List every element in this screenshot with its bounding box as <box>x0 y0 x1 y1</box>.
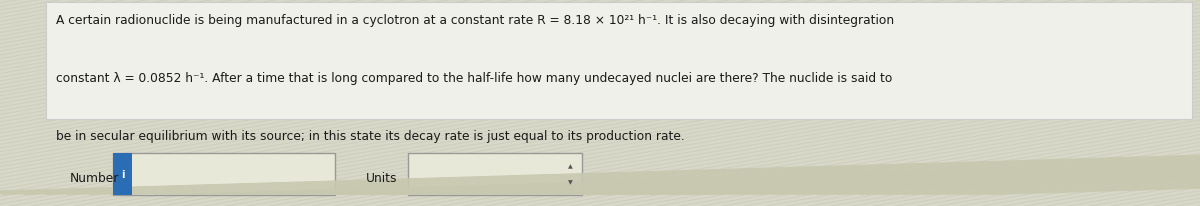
FancyBboxPatch shape <box>46 3 1192 119</box>
FancyBboxPatch shape <box>113 153 132 195</box>
Text: Number: Number <box>70 171 119 184</box>
Text: Units: Units <box>366 171 397 184</box>
Text: i: i <box>121 169 124 179</box>
Text: be in secular equilibrium with its source; in this state its decay rate is just : be in secular equilibrium with its sourc… <box>56 130 685 143</box>
FancyBboxPatch shape <box>408 153 582 195</box>
Text: ▲: ▲ <box>568 164 572 169</box>
Text: constant λ = 0.0852 h⁻¹. After a time that is long compared to the half-life how: constant λ = 0.0852 h⁻¹. After a time th… <box>56 72 893 85</box>
Text: A certain radionuclide is being manufactured in a cyclotron at a constant rate R: A certain radionuclide is being manufact… <box>56 14 894 27</box>
Text: ▼: ▼ <box>568 179 572 184</box>
FancyBboxPatch shape <box>113 153 335 195</box>
